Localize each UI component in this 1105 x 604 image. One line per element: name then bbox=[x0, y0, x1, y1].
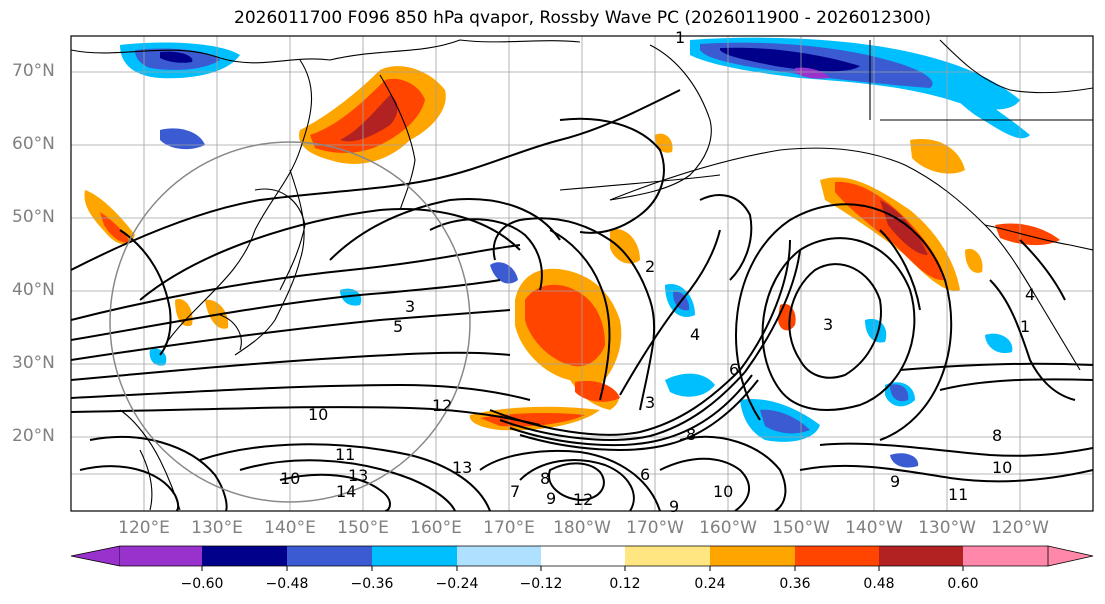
contour-label: 12 bbox=[573, 490, 593, 509]
contour-label: 9 bbox=[546, 489, 556, 508]
lat-label: 70°N bbox=[12, 61, 55, 81]
contour-label: 10 bbox=[280, 469, 300, 488]
colorbar-tick-label: −0.36 bbox=[350, 576, 394, 592]
contour-label: 3 bbox=[823, 315, 833, 334]
lon-label: 170°E bbox=[483, 518, 535, 538]
colorbar-tick-label: 0.24 bbox=[694, 576, 726, 592]
colorbar-swatch bbox=[625, 546, 710, 566]
contour-label: 8 bbox=[686, 425, 696, 444]
lon-label: 160°W bbox=[699, 518, 757, 538]
colorbar-swatch bbox=[879, 546, 963, 566]
lat-label: 50°N bbox=[12, 207, 55, 227]
contour-label: 14 bbox=[336, 482, 356, 501]
coastlines bbox=[71, 39, 1093, 511]
lon-label: 140°W bbox=[845, 518, 903, 538]
contour-label: 11 bbox=[335, 445, 355, 464]
contour-label: 3 bbox=[645, 393, 655, 412]
colorbar-tick-label: 0.48 bbox=[863, 576, 895, 592]
contour-labels: 1 1 2 3 3 3 4 4 5 6 6 7 8 8 8 9 9 9 10 1… bbox=[280, 28, 1035, 516]
contour-label: 13 bbox=[348, 466, 368, 485]
contour-label: 1 bbox=[675, 28, 685, 47]
lon-label: 150°W bbox=[772, 518, 830, 538]
graticule bbox=[71, 36, 1093, 511]
contour-label: 11 bbox=[948, 485, 968, 504]
lat-label: 30°N bbox=[12, 353, 55, 373]
contour-label: 8 bbox=[992, 426, 1002, 445]
colorbar-tick-label: 0.60 bbox=[947, 576, 979, 592]
colorbar-tick-label: −0.24 bbox=[435, 576, 479, 592]
lon-label: 140°E bbox=[264, 518, 316, 538]
colorbar-tick-label: 0.12 bbox=[609, 576, 641, 592]
colorbar-tick-label: 0.36 bbox=[779, 576, 811, 592]
map-title: 2026011700 F096 850 hPa qvapor, Rossby W… bbox=[234, 8, 931, 28]
colorbar bbox=[70, 545, 1094, 571]
colorbar-swatch bbox=[457, 546, 541, 566]
contour-label: 3 bbox=[405, 297, 415, 316]
colorbar-swatch bbox=[372, 546, 457, 566]
contours bbox=[71, 89, 1093, 511]
lon-label: 160°E bbox=[410, 518, 462, 538]
contour-label: 9 bbox=[890, 472, 900, 491]
colorbar-swatch bbox=[120, 546, 202, 566]
lat-label: 20°N bbox=[12, 426, 55, 446]
lat-label: 40°N bbox=[12, 280, 55, 300]
lon-label: 120°W bbox=[991, 518, 1049, 538]
lon-label: 180°W bbox=[553, 518, 611, 538]
colorbar-swatch bbox=[541, 546, 625, 566]
map-frame bbox=[70, 35, 1094, 512]
lon-label: 130°W bbox=[918, 518, 976, 538]
contour-label: 5 bbox=[393, 317, 403, 336]
contour-label: 12 bbox=[432, 396, 452, 415]
contour-label: 4 bbox=[1025, 285, 1035, 304]
colorbar-swatch bbox=[287, 546, 372, 566]
lat-label: 60°N bbox=[12, 134, 55, 154]
shaded-anomalies bbox=[84, 37, 1060, 468]
lon-label: 150°E bbox=[337, 518, 389, 538]
colorbar-extend-low bbox=[70, 545, 121, 567]
colorbar-swatch bbox=[710, 546, 795, 566]
colorbar-swatch bbox=[795, 546, 879, 566]
contour-label: 1 bbox=[1020, 317, 1030, 336]
colorbar-swatch bbox=[202, 546, 287, 566]
contour-label: 2 bbox=[645, 257, 655, 276]
colorbar-tick-label: −0.48 bbox=[265, 576, 309, 592]
contour-label: 13 bbox=[452, 458, 472, 477]
colorbar-tick-label: −0.12 bbox=[519, 576, 563, 592]
contour-label: 10 bbox=[308, 405, 328, 424]
contour-label: 4 bbox=[690, 325, 700, 344]
projection-circle bbox=[109, 141, 471, 503]
contour-label: 7 bbox=[510, 482, 520, 501]
contour-label: 6 bbox=[640, 465, 650, 484]
lon-label: 170°W bbox=[626, 518, 684, 538]
colorbar-tick-label: −0.60 bbox=[180, 576, 224, 592]
lon-label: 120°E bbox=[118, 518, 170, 538]
contour-label: 6 bbox=[729, 360, 739, 379]
contour-label: 8 bbox=[540, 469, 550, 488]
colorbar-swatch bbox=[963, 546, 1048, 566]
colorbar-extend-high bbox=[1047, 545, 1094, 567]
contour-label: 10 bbox=[992, 458, 1012, 477]
contour-label: 9 bbox=[669, 497, 679, 516]
contour-label: 10 bbox=[713, 482, 733, 501]
lon-label: 130°E bbox=[191, 518, 243, 538]
